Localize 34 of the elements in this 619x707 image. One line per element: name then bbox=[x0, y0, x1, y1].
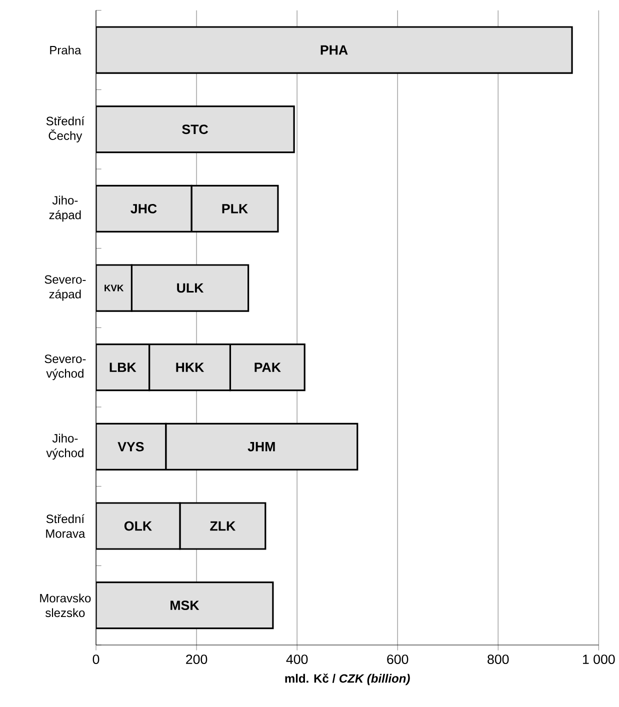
y-tick-label: Praha bbox=[50, 46, 82, 54]
y-tick-label: Severo-východ bbox=[44, 354, 86, 380]
data-label: OLK bbox=[124, 521, 152, 531]
data-label: MSK bbox=[170, 600, 199, 610]
data-label: PLK bbox=[222, 204, 248, 214]
x-tick-label: 1 000 bbox=[582, 654, 615, 664]
x-tick-label: 200 bbox=[186, 654, 207, 664]
data-label: LBK bbox=[110, 362, 136, 372]
data-label: HKK bbox=[176, 362, 204, 372]
y-tick-label: Severo-západ bbox=[44, 275, 86, 301]
bar bbox=[96, 106, 295, 154]
data-label: KVK bbox=[104, 284, 124, 292]
data-label: PAK bbox=[254, 362, 281, 372]
bar bbox=[96, 26, 573, 74]
data-label: JHM bbox=[248, 442, 275, 452]
bar bbox=[96, 184, 192, 232]
data-label: ZLK bbox=[210, 521, 236, 531]
y-tick-label: Střední Morava bbox=[46, 514, 86, 538]
bar bbox=[190, 184, 279, 232]
x-tick-label: 400 bbox=[286, 654, 308, 664]
data-label: STC bbox=[182, 124, 208, 134]
x-tick-label: 600 bbox=[386, 654, 408, 664]
bar bbox=[96, 582, 274, 630]
y-tick-label: Moravsko slezsko bbox=[40, 594, 90, 618]
data-label: VYS bbox=[118, 442, 144, 452]
y-tick-label: Jiho-východ bbox=[46, 434, 84, 460]
y-tick-label: Střední Čechy bbox=[46, 116, 84, 142]
x-tick-label: 800 bbox=[487, 654, 509, 664]
data-label: ULK bbox=[176, 283, 204, 293]
data-label: JHC bbox=[130, 204, 157, 214]
x-axis-title: mld. Kč / CZK (billion) bbox=[285, 674, 410, 686]
y-tick-label: Jiho-západ bbox=[49, 196, 81, 222]
data-label: PHA bbox=[320, 45, 348, 55]
x-tick-label: 0 bbox=[92, 654, 100, 664]
